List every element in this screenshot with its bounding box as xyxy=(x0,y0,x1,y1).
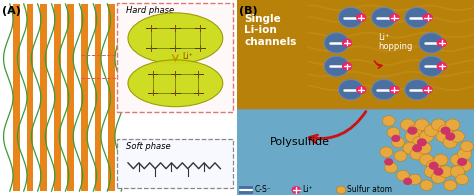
Circle shape xyxy=(450,131,465,142)
Text: Sulfur atom: Sulfur atom xyxy=(347,185,392,194)
Circle shape xyxy=(292,186,301,194)
Circle shape xyxy=(403,142,417,154)
Circle shape xyxy=(450,154,465,166)
Bar xyxy=(40,4,47,191)
Bar xyxy=(27,4,34,191)
Circle shape xyxy=(342,39,352,47)
Text: (A): (A) xyxy=(2,6,21,16)
Circle shape xyxy=(407,127,417,135)
Circle shape xyxy=(438,166,453,177)
Circle shape xyxy=(392,137,405,148)
Circle shape xyxy=(408,174,421,185)
Circle shape xyxy=(380,147,392,157)
FancyBboxPatch shape xyxy=(239,186,253,194)
Circle shape xyxy=(385,162,397,173)
Circle shape xyxy=(389,85,400,94)
Circle shape xyxy=(372,80,396,100)
Bar xyxy=(81,4,88,191)
Circle shape xyxy=(338,7,363,28)
Circle shape xyxy=(443,136,457,148)
Circle shape xyxy=(387,127,400,138)
Circle shape xyxy=(410,148,424,160)
Circle shape xyxy=(324,33,349,53)
Circle shape xyxy=(441,127,450,135)
Bar xyxy=(237,0,474,109)
Bar xyxy=(94,4,101,191)
Circle shape xyxy=(434,154,448,166)
Circle shape xyxy=(437,39,447,47)
Circle shape xyxy=(405,131,419,142)
Bar xyxy=(67,4,74,191)
Circle shape xyxy=(324,56,349,76)
Bar xyxy=(108,4,115,191)
Circle shape xyxy=(438,125,453,136)
Circle shape xyxy=(412,144,422,152)
FancyArrowPatch shape xyxy=(309,112,366,143)
Text: Polysulfide: Polysulfide xyxy=(270,137,330,147)
Circle shape xyxy=(403,178,412,185)
Circle shape xyxy=(428,162,438,170)
Circle shape xyxy=(456,174,468,185)
Circle shape xyxy=(457,148,472,160)
Circle shape xyxy=(433,168,443,176)
Circle shape xyxy=(356,13,366,22)
Circle shape xyxy=(460,141,473,152)
Circle shape xyxy=(356,85,366,94)
Circle shape xyxy=(457,160,472,172)
Circle shape xyxy=(382,116,395,126)
Circle shape xyxy=(431,119,446,131)
Text: Li⁺: Li⁺ xyxy=(182,52,193,61)
Circle shape xyxy=(392,135,400,142)
Circle shape xyxy=(446,132,455,141)
Circle shape xyxy=(389,13,400,22)
Circle shape xyxy=(450,166,465,177)
Bar xyxy=(13,4,20,191)
Text: Soft phase: Soft phase xyxy=(126,142,170,151)
Circle shape xyxy=(422,85,433,94)
Circle shape xyxy=(436,131,450,142)
FancyArrowPatch shape xyxy=(374,61,382,68)
Circle shape xyxy=(405,80,429,100)
Text: Hard phase: Hard phase xyxy=(126,6,174,15)
Bar xyxy=(54,4,61,191)
FancyBboxPatch shape xyxy=(117,139,233,188)
FancyBboxPatch shape xyxy=(117,3,233,112)
Circle shape xyxy=(417,142,431,154)
Circle shape xyxy=(444,180,456,191)
Circle shape xyxy=(412,136,427,148)
Text: C-S⁻: C-S⁻ xyxy=(255,185,272,194)
Circle shape xyxy=(338,80,363,100)
Circle shape xyxy=(384,158,393,166)
Circle shape xyxy=(342,62,352,71)
Circle shape xyxy=(420,180,433,191)
Circle shape xyxy=(415,119,429,131)
Circle shape xyxy=(396,170,409,181)
Circle shape xyxy=(427,160,441,172)
Circle shape xyxy=(446,119,460,131)
Circle shape xyxy=(419,131,434,142)
Circle shape xyxy=(431,172,446,183)
Ellipse shape xyxy=(128,60,223,107)
Circle shape xyxy=(424,125,438,136)
Ellipse shape xyxy=(128,13,223,64)
Circle shape xyxy=(419,33,444,53)
Circle shape xyxy=(419,56,444,76)
Circle shape xyxy=(424,166,438,177)
Circle shape xyxy=(337,186,346,194)
Circle shape xyxy=(437,62,447,71)
Text: Li⁺: Li⁺ xyxy=(302,185,313,194)
Text: Li⁺
hopping: Li⁺ hopping xyxy=(378,33,412,51)
Circle shape xyxy=(372,7,396,28)
Text: (B): (B) xyxy=(239,6,258,16)
Circle shape xyxy=(417,138,427,146)
Circle shape xyxy=(457,158,467,166)
Circle shape xyxy=(401,119,415,131)
Bar xyxy=(237,109,474,195)
Circle shape xyxy=(394,151,407,161)
Circle shape xyxy=(405,7,429,28)
Text: Single
Li-ion
channels: Single Li-ion channels xyxy=(244,14,296,47)
Circle shape xyxy=(408,125,422,136)
Circle shape xyxy=(422,13,433,22)
Circle shape xyxy=(419,154,434,166)
